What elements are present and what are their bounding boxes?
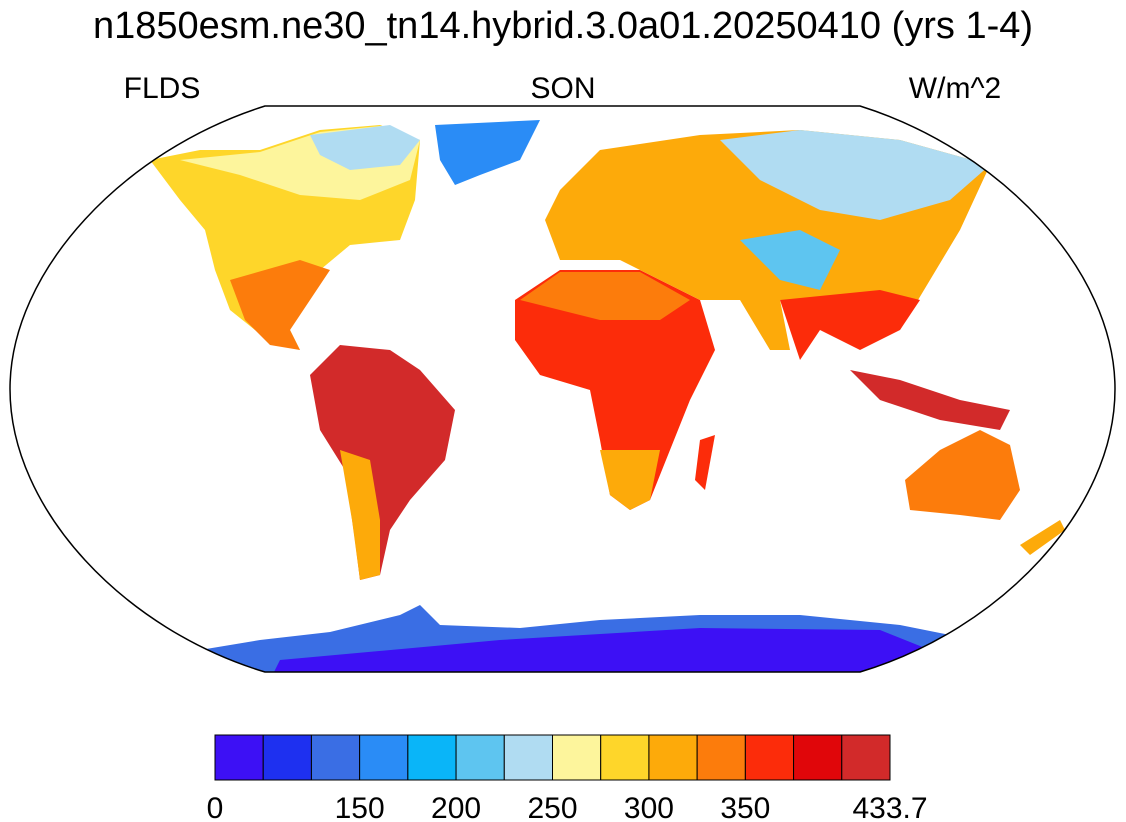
colorbar-label: 350 (720, 792, 770, 822)
colorbar-box (455, 734, 505, 781)
map (9, 105, 1116, 673)
colorbar-label: 150 (335, 792, 385, 822)
colorbar-box (600, 734, 650, 781)
colorbar-box (793, 734, 843, 781)
units-label: W/m^2 (909, 72, 1001, 105)
colorbar-box (262, 734, 312, 781)
colorbar-box (310, 734, 361, 781)
colorbar-box (744, 734, 795, 781)
colorbar-box (359, 734, 409, 781)
colorbar-label: 0 (207, 792, 224, 822)
colorbar-box (648, 734, 698, 781)
colorbar-label: 250 (527, 792, 577, 822)
colorbar-box (696, 734, 746, 781)
colorbar-box (503, 734, 553, 781)
colorbar-box (407, 734, 457, 781)
colorbar-box (552, 734, 602, 781)
colorbar-label: 200 (431, 792, 481, 822)
variable-label: FLDS (124, 72, 201, 105)
colorbar-box (841, 734, 891, 781)
colorbar-label: 433.7 (852, 792, 927, 822)
colorbar-label: 300 (624, 792, 674, 822)
colorbar: 0 150 200 250 300 350 433.7 (207, 734, 928, 822)
title: n1850esm.ne30_tn14.hybrid.3.0a01.2025041… (93, 5, 1033, 47)
season-label: SON (530, 72, 595, 105)
land (150, 120, 1065, 672)
colorbar-box (214, 734, 264, 781)
map-border (9, 105, 1116, 673)
